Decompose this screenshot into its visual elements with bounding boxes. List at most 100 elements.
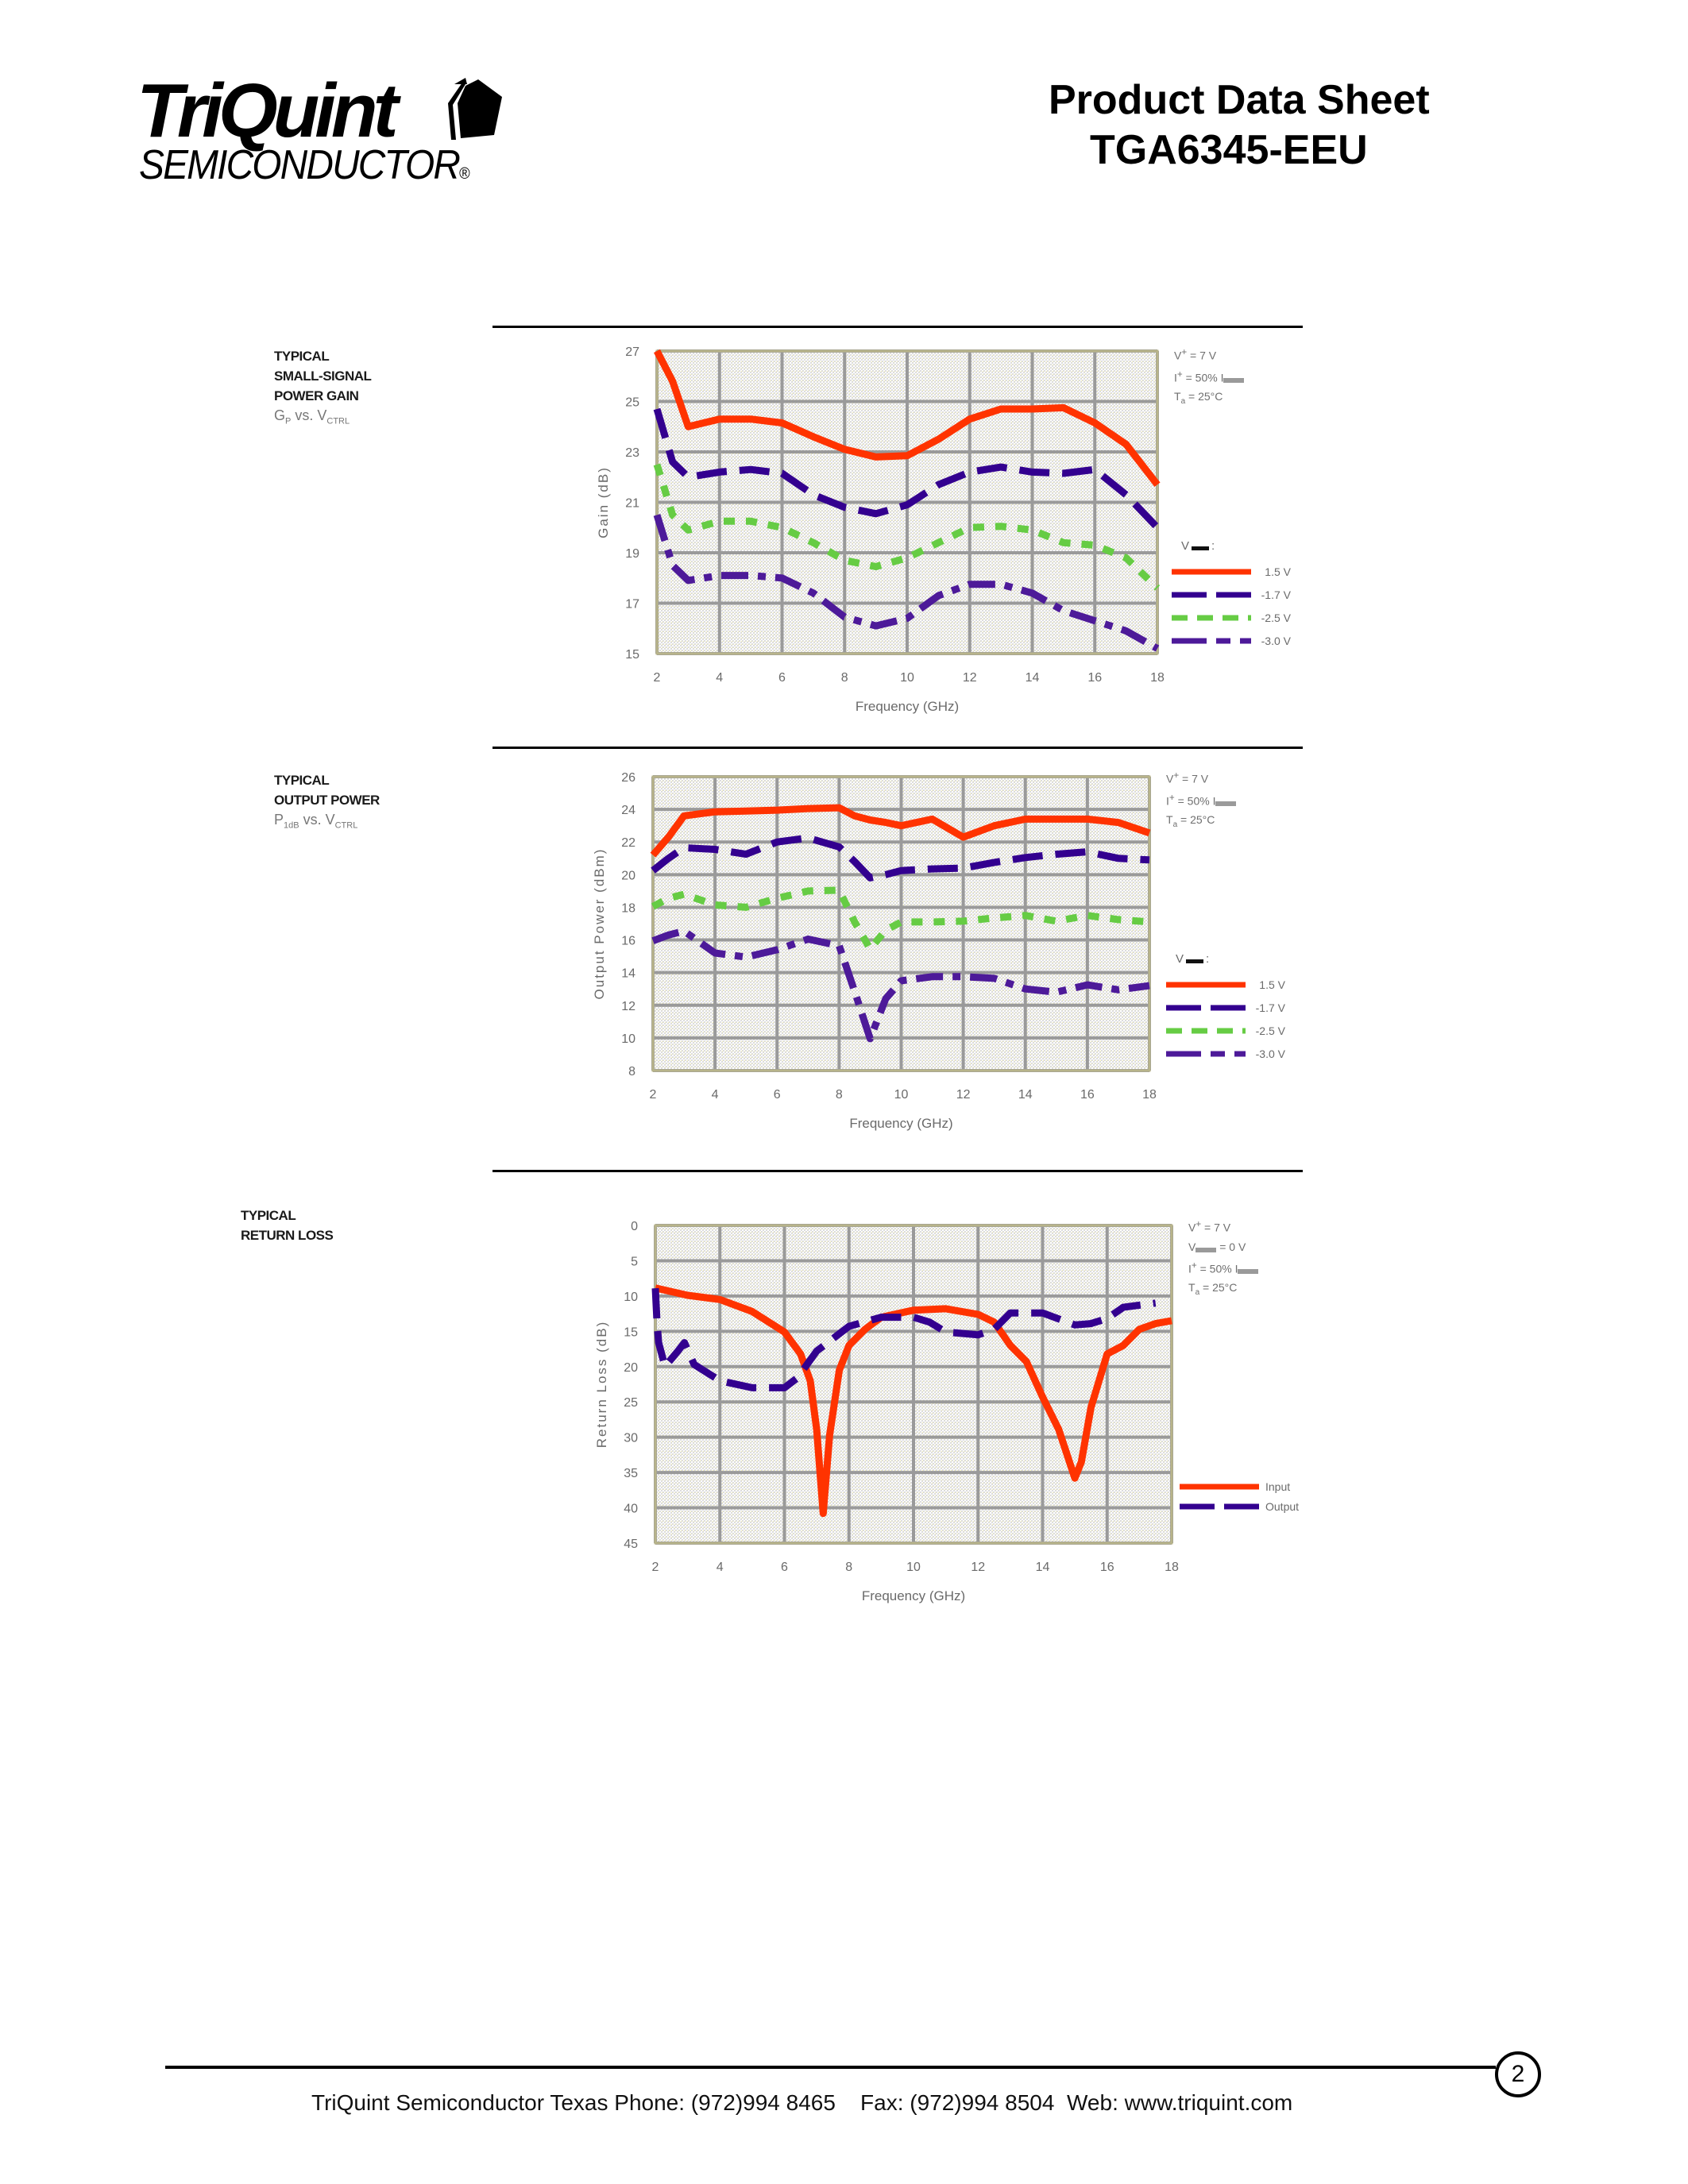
y-tick-label: 15 [624, 1325, 638, 1339]
svg-text::: : [1206, 952, 1209, 966]
x-tick-label: 16 [1087, 671, 1102, 685]
y-tick-label: 0 [631, 1220, 638, 1233]
x-tick-label: 10 [906, 1561, 921, 1574]
legend-label: Input [1265, 1480, 1290, 1493]
section-divider [492, 1170, 1303, 1172]
pentagon-logo-icon [448, 78, 502, 140]
y-tick-label: 10 [624, 1291, 638, 1304]
y-tick-label: 21 [625, 497, 639, 511]
svg-text:V: V [1176, 952, 1184, 966]
y-tick-label: 20 [624, 1361, 638, 1375]
x-tick-label: 4 [716, 671, 723, 685]
section-divider [492, 326, 1303, 328]
y-tick-label: 16 [621, 935, 635, 948]
x-tick-label: 12 [956, 1088, 971, 1102]
legend-label: -2.5 V [1261, 612, 1292, 624]
x-tick-label: 8 [836, 1088, 843, 1102]
y-tick-label: 23 [625, 446, 639, 460]
footer-contact: TriQuint Semiconductor Texas Phone: (972… [311, 2090, 1293, 2115]
label-line: POWER GAIN [274, 388, 359, 403]
legend: V: 1.5 V -1.7 V -2.5 V -3.0 V [1166, 952, 1286, 1060]
series-line [653, 463, 1161, 591]
y-tick-label: 24 [621, 804, 635, 817]
section-divider [492, 747, 1303, 749]
y-tick-label: 12 [621, 1000, 635, 1013]
y-tick-label: 26 [621, 771, 635, 785]
legend: V: 1.5 V -1.7 V -2.5 V -3.0 V [1172, 539, 1292, 647]
y-tick-label: 35 [624, 1467, 638, 1480]
x-tick-label: 16 [1100, 1561, 1114, 1574]
series-line [651, 927, 1150, 1043]
condition-iplus: I+ = 50% I [1166, 789, 1237, 811]
x-tick-label: 12 [963, 671, 977, 685]
test-conditions: V+ = 7 V I+ = 50% I Ta = 25°C [1174, 343, 1245, 411]
x-tick-label: 4 [717, 1561, 724, 1574]
x-tick-label: 2 [650, 1088, 657, 1102]
y-tick-label: 8 [628, 1065, 635, 1078]
series-line [650, 804, 1151, 858]
legend-label: 1.5 V [1259, 978, 1285, 991]
label-line: TYPICAL [274, 773, 330, 788]
test-conditions: V+ = 7 V I+ = 50% I Ta = 25°C [1166, 766, 1237, 835]
series-line [653, 407, 1161, 531]
x-axis-label: Frequency (GHz) [849, 1116, 952, 1131]
series-line [654, 349, 1161, 488]
x-tick-label: 8 [841, 671, 848, 685]
condition-temp: Ta = 25°C [1188, 1281, 1238, 1298]
x-tick-label: 14 [1026, 671, 1040, 685]
x-tick-label: 6 [781, 1561, 788, 1574]
part-number: TGA6345-EEU [1090, 127, 1368, 173]
x-tick-label: 18 [1142, 1088, 1157, 1102]
legend: Input Output [1180, 1480, 1299, 1513]
page-title: Product Data Sheet [1049, 77, 1430, 123]
condition-iplus: I+ = 50% I [1174, 365, 1245, 388]
y-tick-label: 14 [621, 967, 635, 981]
legend-label: -1.7 V [1261, 588, 1292, 601]
label-subtitle: P1dB vs. VCTRL [274, 812, 358, 831]
x-tick-label: 16 [1080, 1088, 1095, 1102]
series-line [651, 886, 1150, 953]
x-tick-label: 2 [652, 1561, 659, 1574]
legend-label: -3.0 V [1261, 635, 1292, 647]
y-tick-label: 25 [624, 1396, 638, 1410]
x-tick-label: 6 [778, 671, 786, 685]
condition-temp: Ta = 25°C [1166, 813, 1215, 830]
y-tick-label: 25 [625, 396, 639, 410]
x-axis-label: Frequency (GHz) [856, 699, 959, 714]
y-tick-label: 17 [625, 598, 639, 612]
x-tick-label: 14 [1018, 1088, 1033, 1102]
logo-subtitle: SEMICONDUCTOR® [139, 145, 470, 186]
registered-mark: ® [459, 165, 470, 183]
footer-rule [165, 2066, 1496, 2069]
y-tick-label: 20 [621, 869, 635, 882]
company-logo: TriQuint SEMICONDUCTOR® [137, 73, 534, 192]
condition-vplus: V+ = 7 V [1188, 1219, 1231, 1234]
x-tick-label: 2 [654, 671, 661, 685]
y-tick-label: 10 [621, 1032, 635, 1046]
y-tick-label: 40 [624, 1503, 638, 1516]
legend-label: 1.5 V [1265, 565, 1291, 578]
condition-vctrl: V = 0 V [1188, 1240, 1246, 1253]
svg-text:V: V [1181, 539, 1189, 553]
label-line: SMALL-SIGNAL [274, 369, 372, 384]
y-axis-label: Return Loss (dB) [594, 1321, 609, 1449]
y-tick-label: 15 [625, 648, 639, 662]
x-tick-label: 10 [900, 671, 914, 685]
y-axis-label: Gain (dB) [596, 466, 611, 538]
label-line: OUTPUT POWER [274, 793, 380, 808]
y-tick-label: 27 [625, 345, 639, 359]
y-tick-label: 22 [621, 836, 635, 850]
section-label-gain: TYPICAL SMALL-SIGNAL POWER GAIN GP vs. V… [274, 346, 372, 432]
x-tick-label: 18 [1150, 671, 1165, 685]
page-number: 2 [1495, 2051, 1541, 2097]
logo-wordmark: TriQuint [137, 68, 399, 153]
x-tick-label: 18 [1165, 1561, 1179, 1574]
series-line [653, 514, 1160, 652]
svg-text::: : [1211, 539, 1215, 553]
x-tick-label: 6 [774, 1088, 781, 1102]
x-axis-label: Frequency (GHz) [862, 1588, 965, 1603]
series-line [654, 1284, 1172, 1518]
legend-label: -3.0 V [1256, 1048, 1286, 1060]
